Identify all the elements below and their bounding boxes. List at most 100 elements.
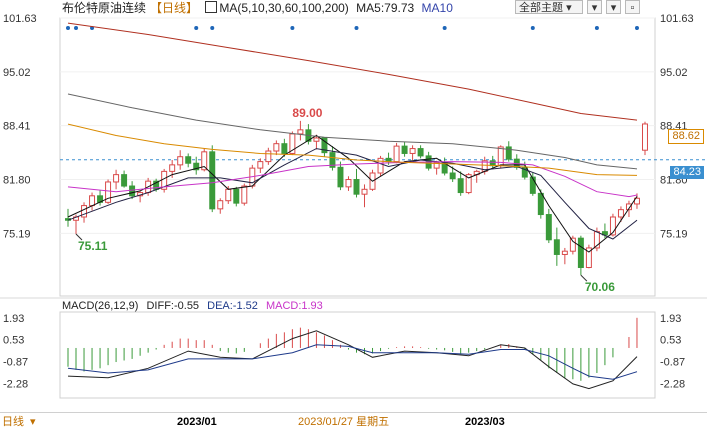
price-tick-right: 101.63 — [660, 13, 694, 25]
candle-up — [561, 250, 568, 255]
event-dot — [354, 26, 359, 30]
candle-down — [321, 137, 328, 154]
macd-tick-left: -2.28 — [3, 379, 28, 391]
candle-down — [601, 231, 608, 236]
event-dot — [442, 26, 447, 30]
macd-tick-right: 1.93 — [660, 313, 681, 325]
candle-down — [545, 214, 552, 241]
price-tick-left: 101.63 — [3, 13, 37, 25]
theme-dropdown[interactable]: 全部主题 ▾ — [515, 0, 583, 14]
event-dot — [194, 26, 199, 30]
price-tick-right: 75.19 — [660, 228, 688, 240]
ma10-value: MA10 — [421, 1, 453, 15]
candle-up — [633, 197, 640, 205]
price-tick-left: 95.02 — [3, 67, 31, 79]
price-tick-left: 88.41 — [3, 121, 31, 133]
low-pointer-2 — [580, 274, 588, 282]
ma200-line — [67, 22, 638, 121]
candle-up — [313, 137, 320, 142]
candle-up — [297, 129, 304, 135]
hide-icon[interactable]: 日线 — [2, 416, 24, 428]
candle-up — [642, 123, 648, 151]
candle-down — [417, 148, 424, 157]
ma5-value: MA5:79.73 — [356, 1, 415, 15]
collapse-button[interactable]: ▫ — [625, 0, 640, 14]
candle-up — [105, 181, 112, 203]
candle-down — [329, 152, 336, 168]
macd-label: MACD(26,12,9) — [62, 300, 139, 312]
macd-panel-frame — [59, 311, 656, 399]
date-axis: 日线 ▾ 2023/01 2023/01/27 星期五 2023/03 — [0, 412, 707, 431]
nav-up-button[interactable]: ▾ — [606, 0, 621, 14]
candle-down — [185, 156, 192, 164]
candle-down — [281, 143, 288, 154]
dif-label: DIFF:-0.55 — [146, 300, 200, 312]
macd-tick-left: -0.87 — [3, 357, 28, 369]
candle-up — [377, 157, 384, 174]
event-dot — [66, 26, 70, 30]
candle-up — [81, 205, 88, 218]
candle-down — [129, 185, 136, 197]
candle-down — [505, 146, 512, 160]
candle-up — [409, 148, 416, 154]
candle-up — [241, 185, 248, 204]
event-dot — [290, 26, 295, 30]
dif-line — [67, 330, 638, 390]
dea-line — [67, 344, 638, 380]
event-dot — [634, 26, 639, 30]
candle-up — [345, 179, 352, 188]
candle-up — [361, 188, 368, 195]
event-dot — [530, 26, 535, 30]
candle-down — [337, 166, 344, 188]
ma100-line — [67, 93, 638, 170]
candle-down — [577, 237, 584, 268]
chevron-down-icon: ▾ — [566, 2, 572, 14]
candle-down — [209, 151, 216, 210]
candle-up — [433, 161, 440, 169]
date-label-right: 2023/03 — [465, 416, 505, 428]
period-label[interactable]: 【日线】 — [150, 1, 199, 15]
candle-up — [625, 203, 632, 211]
candle-up — [265, 150, 272, 163]
candle-up — [617, 209, 624, 218]
macd-tick-left: 1.93 — [3, 313, 24, 325]
candle-down — [529, 176, 536, 194]
candle-down — [457, 178, 464, 194]
candle-down — [353, 179, 360, 195]
ma5-line — [67, 134, 638, 253]
lock-icon[interactable]: ▾ — [30, 416, 36, 428]
instrument-name: 布伦特原油连续 — [62, 1, 147, 15]
dea-label: DEA:-1.52 — [207, 300, 258, 312]
macd-header: MACD(26,12,9) DIFF:-0.55 DEA:-1.52 MACD:… — [62, 300, 328, 312]
low-pointer-1 — [75, 233, 83, 241]
price-tick-left: 75.19 — [3, 228, 31, 240]
candle-up — [569, 237, 576, 252]
price-tick-left: 81.80 — [3, 175, 31, 187]
ma10-line — [67, 148, 638, 240]
candle-down — [449, 172, 456, 180]
nav-down-button[interactable]: ▾ — [587, 0, 602, 14]
event-dot — [74, 26, 79, 30]
candle-down — [121, 174, 128, 187]
macd-tick-right: -0.87 — [660, 357, 685, 369]
candle-up — [113, 174, 120, 183]
candle-up — [177, 156, 184, 166]
macd-tick-left: 0.53 — [3, 335, 24, 347]
theme-dropdown-label: 全部主题 — [519, 2, 563, 14]
candle-down — [193, 162, 200, 171]
candle-up — [201, 151, 208, 171]
dashed-price-tag: 84.23 — [670, 166, 704, 179]
date-label-cursor: 2023/01/27 星期五 — [298, 416, 390, 428]
candle-up — [393, 145, 400, 163]
chart-header: 布伦特原油连续 【日线】 MA(5,10,30,60,100,200) MA5:7… — [0, 0, 707, 16]
price-tick-right: 95.02 — [660, 67, 688, 79]
candle-up — [169, 164, 176, 172]
candle-down — [553, 239, 560, 255]
ma-settings-icon[interactable] — [205, 1, 218, 13]
candle-up — [89, 195, 96, 207]
event-dot — [210, 26, 215, 30]
last-price-tag: 88.62 — [668, 129, 704, 144]
macd-tick-right: 0.53 — [660, 335, 681, 347]
candle-up — [609, 216, 616, 236]
